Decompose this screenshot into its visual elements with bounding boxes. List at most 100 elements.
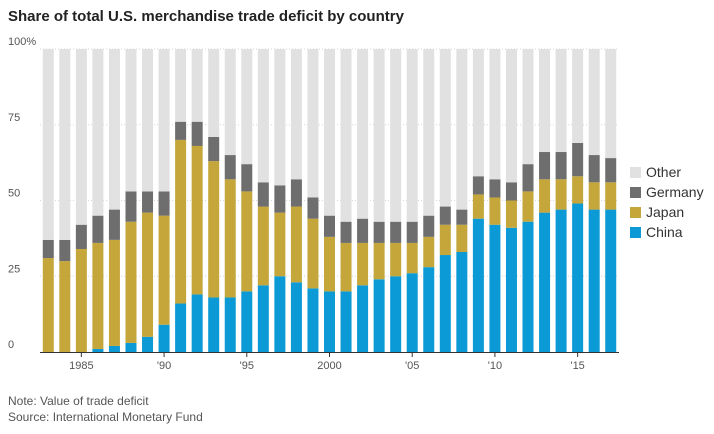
legend-label: Other	[646, 164, 682, 180]
legend-swatch	[630, 166, 641, 178]
bar-other-2006	[423, 49, 435, 216]
chart-title: Share of total U.S. merchandise trade de…	[8, 8, 404, 25]
chart-legend: Other Germany Japan China	[630, 162, 704, 242]
x-tick-label: '90	[157, 360, 171, 372]
bar-china-2006	[423, 267, 435, 352]
legend-label: Japan	[646, 204, 685, 220]
bar-china-2010	[489, 224, 501, 352]
bar-other-2008	[456, 49, 468, 210]
bar-other-1986	[92, 49, 104, 216]
note-text: Note: Value of trade deficit	[8, 394, 149, 408]
bar-japan-2002	[357, 242, 369, 286]
bar-other-2013	[539, 49, 551, 153]
bar-germany-1989	[142, 191, 154, 213]
bar-other-1996	[257, 49, 269, 183]
bar-japan-2008	[456, 224, 468, 253]
bar-china-1991	[175, 303, 187, 352]
x-tick-label: '15	[570, 360, 584, 372]
bar-germany-1997	[274, 185, 286, 213]
bar-japan-1999	[307, 218, 319, 289]
bar-china-2014	[555, 209, 567, 352]
bar-germany-1995	[241, 164, 253, 192]
bar-japan-2005	[406, 242, 418, 274]
bar-other-1998	[290, 49, 302, 180]
bar-germany-1988	[125, 191, 137, 222]
y-tick-label: 25	[8, 263, 20, 275]
bar-other-1995	[241, 49, 253, 165]
bar-other-2007	[439, 49, 451, 207]
x-tick-label: '05	[405, 360, 419, 372]
bar-other-1983	[42, 49, 54, 240]
bar-japan-1997	[274, 212, 286, 277]
bar-china-1990	[158, 324, 170, 352]
bar-china-1988	[125, 342, 137, 352]
bar-germany-2002	[357, 218, 369, 243]
bar-china-2012	[522, 221, 534, 352]
axes: 1985 '90 '95 2000 '05 '10 '15	[40, 352, 619, 372]
bar-japan-2010	[489, 197, 501, 225]
bar-china-2015	[572, 203, 584, 352]
bar-other-1997	[274, 49, 286, 186]
bar-germany-2009	[472, 176, 484, 195]
bar-germany-1998	[290, 179, 302, 207]
bar-germany-2017	[605, 158, 617, 183]
bar-china-1993	[208, 297, 220, 352]
bar-japan-2012	[522, 191, 534, 222]
bar-china-1987	[108, 345, 120, 352]
bar-other-1990	[158, 49, 170, 192]
bar-japan-2016	[588, 182, 600, 210]
bar-china-2004	[390, 276, 402, 352]
x-tick-label: 1985	[69, 360, 93, 372]
bar-japan-2007	[439, 224, 451, 256]
bar-china-1992	[191, 294, 203, 352]
bar-china-2003	[373, 279, 385, 352]
bar-germany-2005	[406, 221, 418, 243]
bar-china-2001	[340, 291, 352, 352]
bar-other-1989	[142, 49, 154, 192]
bar-germany-2012	[522, 164, 534, 192]
bar-japan-1994	[224, 179, 236, 298]
bar-china-1999	[307, 288, 319, 352]
bar-germany-1983	[42, 239, 54, 259]
bar-japan-2013	[539, 179, 551, 213]
bar-germany-1994	[224, 155, 236, 180]
bar-china-1996	[257, 285, 269, 352]
bar-china-2011	[505, 227, 517, 352]
bar-china-2009	[472, 218, 484, 352]
bar-germany-2013	[539, 152, 551, 180]
bar-other-1987	[108, 49, 120, 210]
bar-other-2010	[489, 49, 501, 180]
bar-other-2001	[340, 49, 352, 222]
bar-germany-1993	[208, 136, 220, 162]
bar-japan-1984	[59, 261, 71, 352]
bar-other-2005	[406, 49, 418, 222]
bar-japan-1986	[92, 242, 104, 349]
bar-china-1986	[92, 348, 104, 352]
x-tick-label: '10	[488, 360, 502, 372]
source-text: Source: International Monetary Fund	[8, 410, 203, 424]
bar-other-1993	[208, 49, 220, 137]
bar-other-2012	[522, 49, 534, 165]
bar-japan-1996	[257, 206, 269, 286]
legend-item-japan: Japan	[630, 202, 704, 222]
bar-japan-2011	[505, 200, 517, 228]
bar-germany-2003	[373, 221, 385, 243]
bar-japan-2003	[373, 242, 385, 280]
bar-other-1984	[59, 49, 71, 240]
x-tick-label: 2000	[317, 360, 341, 372]
bar-germany-2004	[390, 221, 402, 243]
bar-china-2008	[456, 252, 468, 352]
bar-japan-1983	[42, 258, 54, 352]
bar-other-1991	[175, 49, 187, 122]
y-tick-label: 75	[8, 112, 20, 124]
bar-germany-1991	[175, 121, 187, 140]
bar-stacks	[42, 49, 617, 352]
bar-germany-1992	[191, 121, 203, 146]
bar-china-1995	[241, 291, 253, 352]
bar-japan-1991	[175, 139, 187, 304]
bar-japan-2009	[472, 194, 484, 219]
bar-germany-1985	[75, 224, 87, 249]
legend-label: China	[646, 224, 683, 240]
legend-swatch	[630, 186, 641, 198]
